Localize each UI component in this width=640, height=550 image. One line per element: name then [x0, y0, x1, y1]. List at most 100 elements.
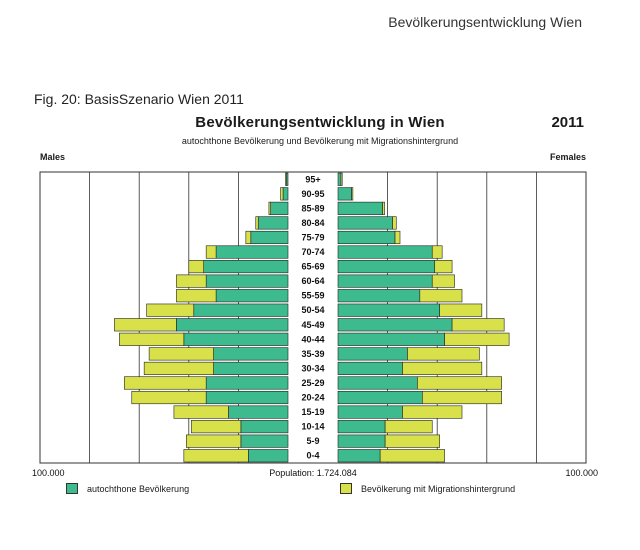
age-group-label: 70-74: [301, 247, 324, 257]
bar-male-autochthon: [248, 449, 289, 463]
legend-autochthon: autochthone Bevölkerung: [66, 483, 189, 494]
bar-male-migration: [143, 361, 214, 375]
bar-male-migration: [146, 303, 195, 317]
bar-female-migration: [431, 274, 455, 288]
bar-female-autochthon: [337, 390, 423, 405]
age-group-label: 25-29: [301, 378, 324, 388]
bar-male-migration: [186, 434, 242, 448]
females-label: Females: [549, 152, 586, 162]
bar-male-migration: [119, 332, 185, 346]
bar-male-migration: [131, 390, 207, 405]
x-axis-left-label: 100.000: [32, 468, 65, 478]
figure-caption: Fig. 20: BasisSzenario Wien 2011: [34, 91, 244, 107]
bar-male-migration: [176, 274, 207, 288]
bar-male-migration: [148, 347, 214, 361]
bar-female-autochthon: [337, 405, 403, 419]
chart-title: Bevölkerungsentwicklung in Wien: [195, 114, 445, 131]
bar-male-autochthon: [282, 187, 289, 201]
bar-male-migration: [190, 420, 242, 434]
age-group-label: 95+: [305, 174, 320, 184]
chart-subtitle: autochthone Bevölkerung und Bevölkerung …: [181, 136, 459, 146]
bar-female-migration: [340, 172, 343, 186]
bar-female-migration: [394, 230, 401, 245]
bar-male-autochthon: [215, 289, 289, 303]
age-group-label: 50-54: [301, 305, 324, 315]
age-group-label: 20-24: [301, 393, 324, 403]
bar-male-migration: [176, 289, 217, 303]
bar-male-autochthon: [240, 420, 289, 434]
bar-female-migration: [439, 303, 483, 317]
bar-female-migration: [392, 216, 397, 230]
bar-male-migration: [124, 376, 207, 390]
age-group-label: 5-9: [306, 436, 319, 446]
bar-male-autochthon: [203, 260, 289, 274]
age-group-label: 85-89: [301, 203, 324, 213]
age-group-label: 65-69: [301, 262, 324, 272]
bar-female-autochthon: [337, 376, 418, 390]
bar-male-migration: [268, 201, 271, 215]
bar-female-migration: [417, 376, 502, 390]
bar-male-autochthon: [228, 405, 289, 419]
bar-male-migration: [245, 230, 252, 245]
bar-male-autochthon: [176, 318, 289, 332]
bar-female-migration: [379, 449, 445, 463]
bar-female-migration: [422, 390, 502, 405]
bar-female-migration: [419, 289, 463, 303]
x-axis-right-label: 100.000: [565, 468, 598, 478]
chart-year: 2011: [551, 114, 584, 131]
age-group-label: 45-49: [301, 320, 324, 330]
bar-female-migration: [402, 405, 463, 419]
bar-male-migration: [114, 318, 177, 332]
page-header: Bevölkerungsentwicklung Wien: [388, 14, 582, 30]
age-group-label: 40-44: [301, 334, 324, 344]
age-group-label: 10-14: [301, 422, 324, 432]
chart-frame: [39, 171, 587, 464]
bar-male-autochthon: [183, 332, 289, 346]
bar-female-migration: [384, 420, 433, 434]
bar-male-autochthon: [240, 434, 289, 448]
bar-male-migration: [188, 260, 204, 274]
bar-male-autochthon: [193, 303, 289, 317]
bar-female-autochthon: [337, 449, 381, 463]
bar-female-autochthon: [337, 216, 393, 230]
bar-female-autochthon: [337, 434, 386, 448]
males-label: Males: [40, 152, 66, 162]
bar-female-autochthon: [337, 245, 433, 259]
bar-male-migration: [173, 405, 229, 419]
bar-female-migration: [407, 347, 480, 361]
bar-male-autochthon: [270, 201, 289, 215]
bar-female-migration: [431, 245, 443, 259]
age-group-label: 15-19: [301, 407, 324, 417]
bar-female-autochthon: [337, 303, 440, 317]
bar-female-autochthon: [337, 230, 396, 245]
bar-female-autochthon: [337, 318, 453, 332]
age-group-label: 60-64: [301, 276, 324, 286]
legend-label-autochthon: autochthone Bevölkerung: [87, 483, 190, 494]
bar-male-migration: [205, 245, 217, 259]
age-group-label: 35-39: [301, 349, 324, 359]
bar-male-migration: [255, 216, 259, 230]
bar-male-autochthon: [205, 274, 289, 288]
bar-male-autochthon: [250, 230, 289, 245]
bar-female-migration: [444, 332, 510, 346]
bar-male-autochthon: [205, 390, 289, 405]
bar-female-migration: [351, 187, 354, 201]
bar-female-migration: [434, 260, 453, 274]
legend-label-migration: Bevölkerung mit Migrationshintergrund: [361, 483, 516, 494]
bar-male-autochthon: [215, 245, 289, 259]
legend-swatch-migration: [340, 483, 352, 494]
bar-female-autochthon: [337, 201, 383, 215]
bar-female-migration: [382, 201, 385, 215]
bar-female-migration: [402, 361, 483, 375]
bar-female-autochthon: [337, 420, 386, 434]
bar-female-autochthon: [337, 274, 433, 288]
legend-migration: Bevölkerung mit Migrationshintergrund: [340, 483, 515, 494]
bar-male-autochthon: [257, 216, 289, 230]
bar-male-migration: [183, 449, 249, 463]
bar-female-migration: [451, 318, 505, 332]
age-group-label: 90-95: [301, 189, 324, 199]
population-total: Population: 1.724.084: [269, 468, 357, 478]
legend-swatch-autochthon: [66, 483, 78, 494]
bar-female-autochthon: [337, 361, 403, 375]
